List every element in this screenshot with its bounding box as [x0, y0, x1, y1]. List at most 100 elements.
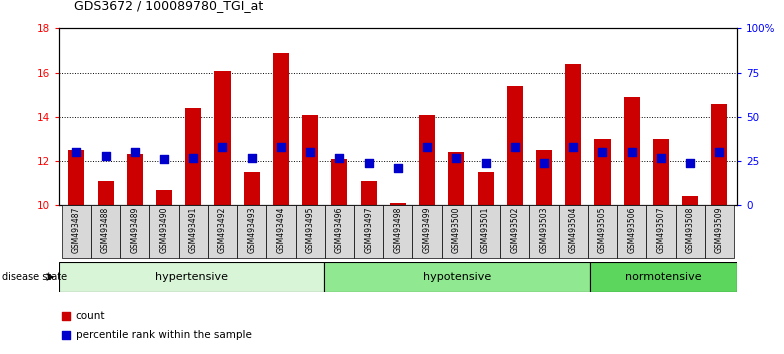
Bar: [383, 205, 412, 258]
Text: GSM493501: GSM493501: [481, 207, 490, 253]
Text: GSM493507: GSM493507: [656, 207, 666, 253]
Text: GSM493491: GSM493491: [189, 207, 198, 253]
Text: GSM493488: GSM493488: [101, 207, 110, 253]
Bar: [500, 205, 529, 258]
Text: normotensive: normotensive: [625, 272, 702, 282]
Text: GSM493509: GSM493509: [715, 207, 724, 253]
Bar: [150, 205, 179, 258]
Text: disease state: disease state: [2, 272, 67, 282]
Bar: [536, 150, 552, 205]
Text: GSM493508: GSM493508: [686, 207, 695, 253]
Bar: [624, 97, 640, 205]
Bar: [529, 205, 559, 258]
Bar: [127, 154, 143, 205]
Text: percentile rank within the sample: percentile rank within the sample: [76, 330, 252, 340]
Bar: [354, 205, 383, 258]
Bar: [711, 104, 728, 205]
Bar: [156, 190, 172, 205]
Bar: [273, 53, 289, 205]
Point: [479, 160, 492, 166]
Point: [538, 160, 550, 166]
Point: [567, 144, 579, 150]
Bar: [185, 108, 201, 205]
Point: [421, 144, 434, 150]
Text: GSM493499: GSM493499: [423, 207, 432, 253]
Point: [391, 165, 404, 171]
Bar: [471, 205, 500, 258]
Text: GSM493505: GSM493505: [598, 207, 607, 253]
Text: GSM493506: GSM493506: [627, 207, 637, 253]
Bar: [361, 181, 376, 205]
Bar: [412, 205, 441, 258]
Point: [129, 149, 141, 155]
Point: [655, 155, 667, 160]
Bar: [296, 205, 325, 258]
Point: [509, 144, 521, 150]
Bar: [244, 172, 260, 205]
Bar: [390, 203, 406, 205]
Bar: [325, 205, 354, 258]
Bar: [68, 150, 85, 205]
Bar: [419, 115, 435, 205]
Text: GDS3672 / 100089780_TGI_at: GDS3672 / 100089780_TGI_at: [74, 0, 263, 12]
Bar: [441, 205, 471, 258]
Text: GSM493490: GSM493490: [159, 207, 169, 253]
Bar: [682, 196, 699, 205]
Bar: [653, 139, 669, 205]
Text: GSM493494: GSM493494: [277, 207, 285, 253]
Bar: [565, 64, 581, 205]
Text: hypotensive: hypotensive: [423, 272, 491, 282]
Bar: [208, 205, 237, 258]
Bar: [267, 205, 296, 258]
Point: [274, 144, 287, 150]
Bar: [448, 152, 464, 205]
Text: GSM493487: GSM493487: [72, 207, 81, 253]
Bar: [588, 205, 617, 258]
Text: GSM493495: GSM493495: [306, 207, 314, 253]
Bar: [237, 205, 267, 258]
Text: GSM493502: GSM493502: [510, 207, 519, 253]
Bar: [62, 205, 91, 258]
Point: [245, 155, 258, 160]
Bar: [477, 172, 494, 205]
Point: [158, 156, 170, 162]
Text: GSM493493: GSM493493: [247, 207, 256, 253]
Bar: [302, 115, 318, 205]
Bar: [676, 205, 705, 258]
Bar: [506, 86, 523, 205]
Text: count: count: [76, 311, 105, 321]
Bar: [590, 262, 737, 292]
Bar: [705, 205, 734, 258]
Point: [362, 160, 375, 166]
Point: [626, 149, 638, 155]
Bar: [120, 205, 150, 258]
Text: GSM493489: GSM493489: [130, 207, 140, 253]
Text: GSM493500: GSM493500: [452, 207, 461, 253]
Bar: [97, 181, 114, 205]
Bar: [91, 205, 120, 258]
Point: [216, 144, 229, 150]
Bar: [617, 205, 646, 258]
Text: GSM493497: GSM493497: [364, 207, 373, 253]
Bar: [324, 262, 590, 292]
Point: [333, 155, 346, 160]
Point: [453, 215, 466, 221]
Bar: [559, 205, 588, 258]
Bar: [332, 159, 347, 205]
Bar: [59, 262, 324, 292]
Text: GSM493496: GSM493496: [335, 207, 344, 253]
Point: [713, 149, 726, 155]
Text: GSM493504: GSM493504: [568, 207, 578, 253]
Bar: [179, 205, 208, 258]
Text: GSM493503: GSM493503: [539, 207, 549, 253]
Point: [453, 45, 466, 51]
Bar: [215, 72, 230, 205]
Point: [70, 149, 82, 155]
Point: [450, 155, 463, 160]
Point: [304, 149, 317, 155]
Text: hypertensive: hypertensive: [155, 272, 228, 282]
Point: [187, 155, 200, 160]
Bar: [646, 205, 676, 258]
Bar: [594, 139, 611, 205]
Point: [684, 160, 696, 166]
